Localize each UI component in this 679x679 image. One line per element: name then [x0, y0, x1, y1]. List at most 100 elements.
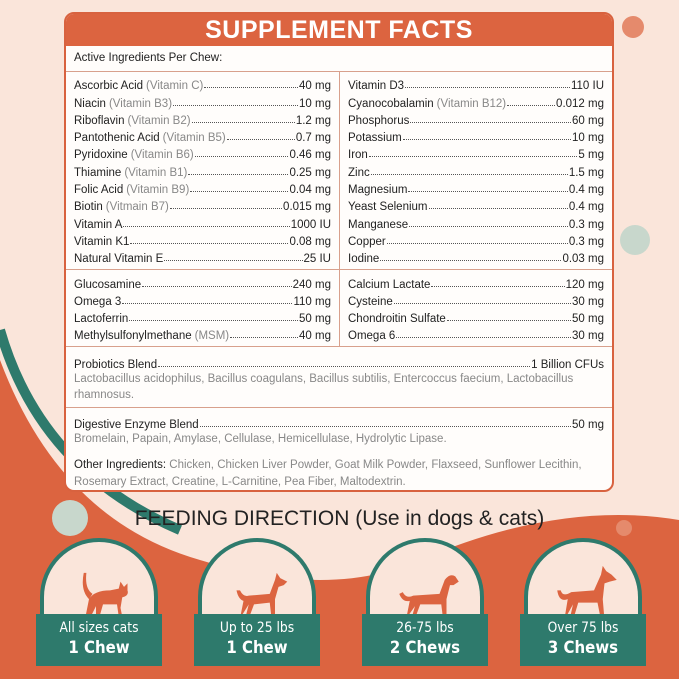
ingredient-value: 30 mg	[572, 295, 604, 308]
ingredient-value: 1000 IU	[290, 218, 331, 231]
decor-dot	[622, 16, 644, 38]
dot-leader	[142, 285, 292, 287]
ingredient-row: Iron 5 mg	[348, 144, 604, 161]
ingredient-name: Magnesium	[348, 184, 408, 197]
ingredient-name: Iodine	[348, 253, 380, 266]
dot-leader	[129, 320, 299, 322]
ingredient-name: Zinc	[348, 166, 370, 179]
ingredient-row: Iodine 0.03 mg	[348, 248, 604, 265]
probiotics-list: Lactobacillus acidophilus, Bacillus coag…	[74, 372, 574, 401]
panel-title: SUPPLEMENT FACTS	[66, 14, 612, 46]
weight-range: 26-75 lbs	[396, 620, 454, 636]
ingredient-row: Riboflavin (Vitamin B2) 1.2 mg	[74, 110, 331, 127]
dot-leader	[408, 191, 568, 193]
ingredient-subname: (Vitamin B6)	[130, 149, 194, 162]
other-ingredients: Other Ingredients: Chicken, Chicken Live…	[66, 451, 612, 490]
ingredient-name: Folic Acid	[74, 184, 124, 197]
ingredient-value: 0.46 mg	[289, 149, 331, 162]
dot-leader	[428, 208, 568, 210]
ingredient-name: Thiamine	[74, 166, 122, 179]
ingredient-name: Natural Vitamin E	[74, 253, 164, 266]
ingredient-value: 0.7 mg	[295, 132, 331, 145]
card-arch	[524, 538, 642, 621]
ingredient-column: Calcium Lactate 120 mg Cysteine 30 mg Chondr…	[339, 270, 612, 347]
ingredient-name: Vitamin K1	[74, 235, 130, 248]
ingredient-row: Ascorbic Acid (Vitamin C) 40 mg	[74, 75, 331, 92]
card-arch	[198, 538, 316, 619]
ingredient-value: 5 mg	[578, 149, 604, 162]
ingredient-name: Iron	[348, 149, 368, 162]
ingredient-row: Natural Vitamin E 25 IU	[74, 248, 331, 265]
decor-dot	[52, 500, 88, 536]
dot-leader	[393, 302, 572, 304]
ingredient-name: Probiotics Blend	[74, 358, 158, 371]
ingredient-column: Glucosamine 240 mg Omega 3 110 mg Lactoferri…	[66, 270, 339, 346]
dot-leader	[380, 260, 562, 262]
ingredient-row: Vitamin D3 110 IU	[348, 75, 604, 92]
ingredient-row: Vitamin K1 0.08 mg	[74, 231, 331, 248]
cat-icon	[82, 572, 128, 617]
ingredient-row: Manganese 0.3 mg	[348, 213, 604, 231]
supplement-facts-panel: SUPPLEMENT FACTS Active Ingredients Per …	[64, 12, 614, 492]
ingredient-value: 0.4 mg	[568, 184, 604, 197]
feeding-card: 26-75 lbs 2 Chews	[362, 538, 488, 666]
ingredient-value: 0.015 mg	[283, 201, 331, 214]
ingredient-row: Magnesium 0.4 mg	[348, 179, 604, 196]
card-label: Over 75 lbs 3 Chews	[520, 614, 646, 666]
dose: 1 Chew	[226, 638, 288, 658]
ingredient-column: Vitamin D3 110 IU Cyanocobalamin (Vitamin B…	[339, 72, 612, 270]
other-text: Chicken, Chicken Liver Powder, Goat Milk…	[74, 459, 582, 488]
ingredient-value: 25 IU	[303, 253, 332, 266]
ingredient-name: Calcium Lactate	[348, 278, 431, 291]
ingredient-row: Zinc 1.5 mg	[348, 161, 604, 179]
ingredient-subname: (Vitamin B9)	[126, 184, 190, 197]
ingredient-value: 50 mg	[572, 419, 604, 432]
ingredient-subname: (Vitamin B5)	[162, 132, 226, 145]
ingredient-row: Copper 0.3 mg	[348, 231, 604, 248]
ingredient-value: 120 mg	[565, 278, 604, 291]
ingredient-name: Vitamin A	[74, 218, 123, 231]
ingredient-name: Chondroitin Sulfate	[348, 313, 446, 326]
feeding-title: FEEDING DIRECTION (Use in dogs & cats)	[134, 507, 545, 530]
ingredient-name: Phosphorus	[348, 114, 410, 127]
ingredient-name: Pantothenic Acid	[74, 132, 160, 145]
dot-leader	[130, 242, 289, 244]
card-arch	[40, 538, 158, 618]
ingredient-name: Vitamin D3	[348, 80, 405, 93]
ingredient-name: Cysteine	[348, 295, 393, 308]
ingredient-name: Methylsulfonylmethane	[74, 330, 192, 343]
ingredient-value: 0.08 mg	[289, 235, 331, 248]
ingredient-subname: (MSM)	[194, 330, 230, 343]
other-label: Other Ingredients:	[74, 459, 167, 472]
ingredient-value: 0.4 mg	[568, 201, 604, 214]
ingredient-value: 0.04 mg	[289, 184, 331, 197]
ingredient-value: 50 mg	[572, 313, 604, 326]
medium-dog-icon	[399, 575, 459, 619]
ingredient-name: Omega 6	[348, 330, 396, 343]
feeding-card: Over 75 lbs 3 Chews	[520, 538, 646, 666]
ingredient-subname: (Vitmain B7)	[105, 201, 169, 214]
ingredient-row: Cyanocobalamin (Vitamin B12) 0.012 mg	[348, 92, 604, 110]
dot-leader	[446, 320, 572, 322]
dot-leader	[169, 208, 283, 210]
dose: 1 Chew	[68, 638, 130, 658]
ingredient-row: Vitamin A 1000 IU	[74, 213, 331, 231]
card-label: All sizes cats 1 Chew	[36, 614, 162, 666]
ingredient-value: 10 mg	[299, 97, 331, 110]
dot-leader	[190, 191, 289, 193]
ingredient-value: 10 mg	[572, 132, 604, 145]
active-ingredients-label: Active Ingredients Per Chew:	[66, 46, 612, 72]
ingredient-name: Niacin	[74, 97, 106, 110]
weight-range: Up to 25 lbs	[219, 620, 295, 636]
ingredient-row: Omega 3 110 mg	[74, 291, 331, 308]
ingredient-name: Copper	[348, 235, 386, 248]
ingredient-row: Potassium 10 mg	[348, 127, 604, 144]
dot-leader	[164, 260, 303, 262]
card-arch	[366, 538, 484, 619]
ingredient-row: Biotin (Vitmain B7) 0.015 mg	[74, 196, 331, 213]
card-label: 26-75 lbs 2 Chews	[362, 614, 488, 666]
ingredient-value: 30 mg	[572, 330, 604, 343]
ingredient-row: Chondroitin Sulfate 50 mg	[348, 308, 604, 325]
dot-leader	[204, 87, 299, 89]
feeding-card: All sizes cats 1 Chew	[36, 538, 162, 666]
